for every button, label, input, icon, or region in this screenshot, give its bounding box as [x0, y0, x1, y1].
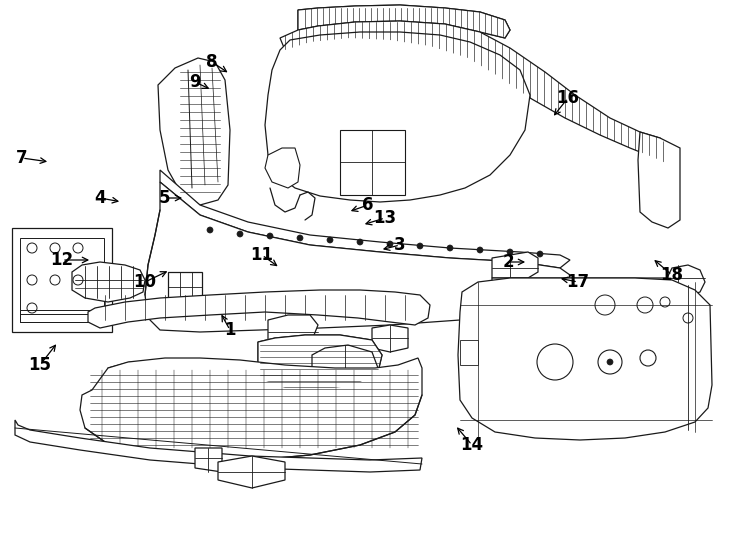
Polygon shape — [258, 335, 382, 390]
Polygon shape — [20, 310, 104, 322]
Polygon shape — [492, 278, 692, 330]
Circle shape — [607, 359, 613, 365]
Polygon shape — [160, 170, 570, 268]
Text: 12: 12 — [51, 251, 73, 269]
Polygon shape — [280, 21, 670, 165]
Circle shape — [267, 233, 273, 239]
Polygon shape — [72, 262, 145, 302]
Text: 18: 18 — [661, 266, 683, 284]
Polygon shape — [168, 368, 195, 392]
Circle shape — [417, 243, 423, 249]
Polygon shape — [660, 298, 705, 330]
Text: 8: 8 — [206, 53, 218, 71]
Polygon shape — [665, 265, 705, 296]
Circle shape — [447, 245, 453, 251]
Polygon shape — [12, 228, 112, 332]
Text: 6: 6 — [363, 196, 374, 214]
Polygon shape — [168, 272, 202, 302]
Circle shape — [477, 247, 483, 253]
Polygon shape — [195, 448, 222, 472]
Polygon shape — [505, 285, 530, 318]
Polygon shape — [108, 362, 150, 402]
Text: 7: 7 — [16, 149, 28, 167]
Text: 13: 13 — [374, 209, 396, 227]
Circle shape — [537, 251, 543, 257]
Polygon shape — [15, 420, 422, 472]
Polygon shape — [540, 290, 575, 322]
Text: 3: 3 — [394, 236, 406, 254]
Circle shape — [357, 239, 363, 245]
Text: 14: 14 — [460, 436, 484, 454]
Polygon shape — [158, 58, 230, 205]
Polygon shape — [312, 345, 378, 388]
Polygon shape — [80, 358, 422, 460]
Text: 16: 16 — [556, 89, 580, 107]
Circle shape — [297, 235, 303, 241]
Text: 9: 9 — [189, 73, 201, 91]
Polygon shape — [492, 252, 538, 278]
Circle shape — [237, 231, 243, 237]
Text: 10: 10 — [134, 273, 156, 291]
Text: 15: 15 — [29, 356, 51, 374]
Text: 11: 11 — [250, 246, 274, 264]
Polygon shape — [458, 278, 712, 440]
Polygon shape — [145, 182, 570, 332]
Polygon shape — [460, 340, 478, 365]
Text: 5: 5 — [159, 189, 171, 207]
Text: 1: 1 — [225, 321, 236, 339]
Circle shape — [207, 227, 213, 233]
Polygon shape — [265, 148, 300, 188]
Circle shape — [387, 241, 393, 247]
Polygon shape — [265, 32, 530, 202]
Polygon shape — [268, 315, 318, 345]
Circle shape — [327, 237, 333, 243]
Polygon shape — [372, 325, 408, 352]
Polygon shape — [340, 130, 405, 195]
Polygon shape — [638, 132, 680, 228]
Text: 2: 2 — [502, 253, 514, 271]
Polygon shape — [218, 456, 285, 488]
Text: 17: 17 — [567, 273, 589, 291]
Circle shape — [507, 249, 513, 255]
Polygon shape — [298, 5, 510, 38]
Polygon shape — [88, 290, 430, 328]
Text: 4: 4 — [94, 189, 106, 207]
Polygon shape — [258, 335, 382, 390]
Polygon shape — [20, 238, 104, 322]
Polygon shape — [298, 5, 510, 38]
